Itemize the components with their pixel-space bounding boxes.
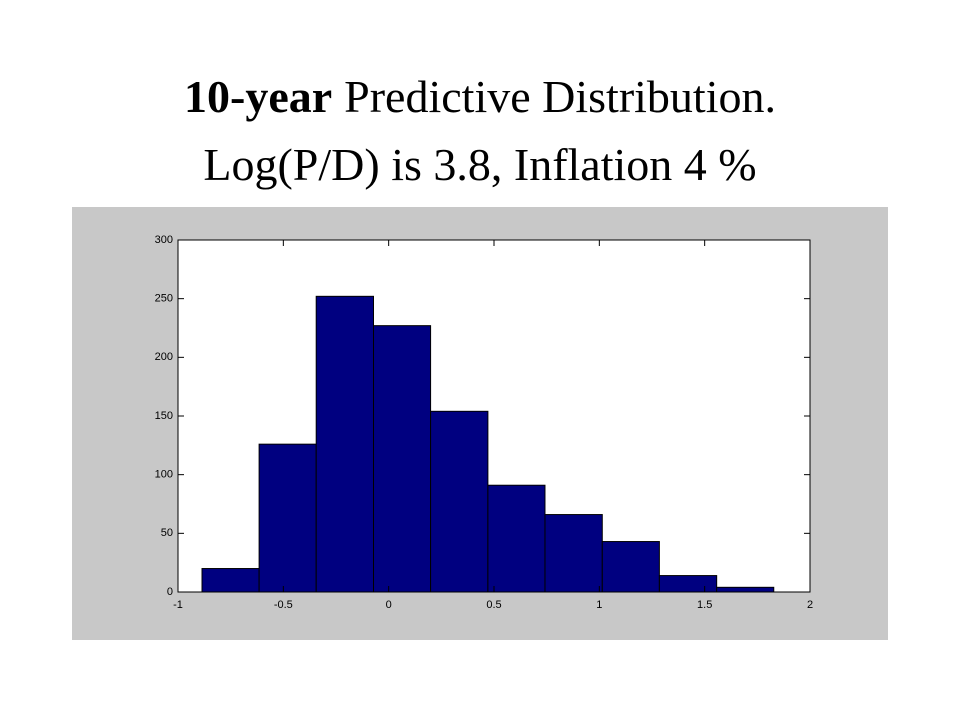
y-tick-label: 100 [155,469,173,481]
y-tick-label: 0 [167,586,173,598]
y-tick-label: 200 [155,351,173,363]
y-tick-label: 250 [155,293,173,305]
subtitle: Log(P/D) is 3.8, Inflation 4 % [203,139,756,190]
x-tick-label: 1 [596,599,602,611]
x-tick-label: -0.5 [274,599,293,611]
bar [201,568,260,593]
title-line: 10-year Predictive Distribution. [184,71,776,122]
x-tick-label: 2 [807,599,813,611]
bar [716,586,775,593]
bar [258,443,317,593]
bar [315,295,374,593]
bar [487,484,546,593]
x-tick-label: 1.5 [697,599,712,611]
bar [372,325,432,593]
bar [601,541,660,593]
x-tick-label: -1 [173,599,183,611]
y-tick-label: 50 [161,527,173,539]
bar [544,514,603,593]
y-tick-label: 300 [155,234,173,246]
title-bold: 10-year [184,71,332,122]
y-tick-label: 150 [155,410,173,422]
title: Predictive Distribution. [344,71,776,122]
bar [430,410,489,593]
x-tick-label: 0.5 [486,599,501,611]
x-tick-label: 0 [386,599,392,611]
bar [658,575,718,593]
